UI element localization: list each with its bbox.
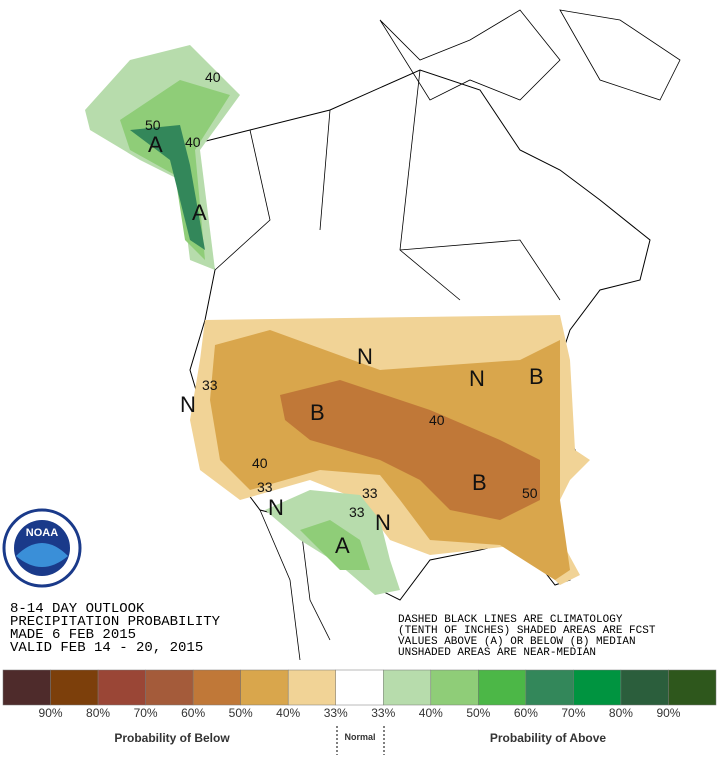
- legend-label: 60%: [181, 706, 205, 720]
- category-label: B: [529, 364, 544, 389]
- category-label: B: [310, 400, 325, 425]
- category-label: N: [375, 510, 391, 535]
- legend-swatch: [383, 669, 432, 706]
- title-block: 8-14 DAY OUTLOOK PRECIPITATION PROBABILI…: [10, 601, 221, 656]
- title-line: VALID FEB 14 - 20, 2015: [10, 640, 203, 656]
- legend-label: 40%: [419, 706, 443, 720]
- legend-title: Probability of Above: [490, 731, 607, 745]
- shading: [85, 45, 590, 595]
- legend-label: 80%: [609, 706, 633, 720]
- contour-label: 40: [252, 455, 268, 471]
- contour-label: 40: [185, 134, 201, 150]
- legend-swatch: [478, 669, 527, 706]
- contour-label: 33: [257, 479, 273, 495]
- legend-swatch: [335, 669, 384, 706]
- category-label: A: [148, 132, 163, 157]
- legend-title: Normal: [344, 732, 375, 742]
- category-label: A: [335, 533, 350, 558]
- legend-label: 50%: [229, 706, 253, 720]
- logo-text: NOAA: [26, 527, 58, 539]
- legend-title: Probability of Below: [114, 731, 230, 745]
- note-line: UNSHADED AREAS ARE NEAR-MEDIAN: [398, 647, 596, 659]
- note-line: DASHED BLACK LINES ARE CLIMATOLOGY: [398, 614, 623, 626]
- legend-label: 50%: [466, 706, 490, 720]
- legend-swatch: [620, 669, 669, 706]
- contour-label: 33: [349, 504, 365, 520]
- notes: DASHED BLACK LINES ARE CLIMATOLOGY (TENT…: [398, 614, 656, 659]
- legend-swatch: [668, 669, 717, 706]
- category-label: N: [357, 344, 373, 369]
- legend-swatch: [287, 669, 336, 706]
- map-labels: 40 50 40 A A 33 N B 40 33 N 33 33 N A B …: [145, 69, 544, 558]
- legend-label: 70%: [561, 706, 585, 720]
- legend-swatch: [192, 669, 241, 706]
- legend-swatch: [240, 669, 289, 706]
- legend-swatch: [430, 669, 479, 706]
- category-label: N: [469, 366, 485, 391]
- category-label: N: [268, 495, 284, 520]
- legend-label: 70%: [134, 706, 158, 720]
- legend-label: 90%: [39, 706, 63, 720]
- category-label: A: [192, 200, 207, 225]
- legend-label: 33%: [324, 706, 348, 720]
- contour-label: 33: [362, 485, 378, 501]
- category-label: B: [472, 470, 487, 495]
- legend-swatch: [97, 669, 146, 706]
- legend-label: 80%: [86, 706, 110, 720]
- contour-label: 50: [145, 117, 161, 133]
- legend-swatch: [145, 669, 194, 706]
- note-line: (TENTH OF INCHES) SHADED AREAS ARE FCST: [398, 625, 656, 637]
- legend-label: 33%: [371, 706, 395, 720]
- legend-label: 60%: [514, 706, 538, 720]
- title-line: 8-14 DAY OUTLOOK: [10, 601, 145, 617]
- legend-swatch: [525, 669, 574, 706]
- legend-label: 90%: [656, 706, 680, 720]
- legend-swatch: [2, 669, 51, 706]
- legend-swatch: [573, 669, 622, 706]
- contour-label: 50: [522, 485, 538, 501]
- contour-label: 40: [205, 69, 221, 85]
- note-line: VALUES ABOVE (A) OR BELOW (B) MEDIAN: [398, 636, 636, 648]
- title-line: PRECIPITATION PROBABILITY: [10, 614, 221, 630]
- noaa-logo: NOAA: [2, 508, 82, 588]
- legend-label: 40%: [276, 706, 300, 720]
- legend: 90% 80% 70% 60% 50% 40% 33% 33% 40% 50% 60% 70% 80% 9…: [2, 669, 717, 720]
- contour-label: 40: [429, 412, 445, 428]
- legend-swatch: [50, 669, 99, 706]
- title-line: MADE 6 FEB 2015: [10, 627, 136, 643]
- category-label: N: [180, 392, 196, 417]
- contour-label: 33: [202, 377, 218, 393]
